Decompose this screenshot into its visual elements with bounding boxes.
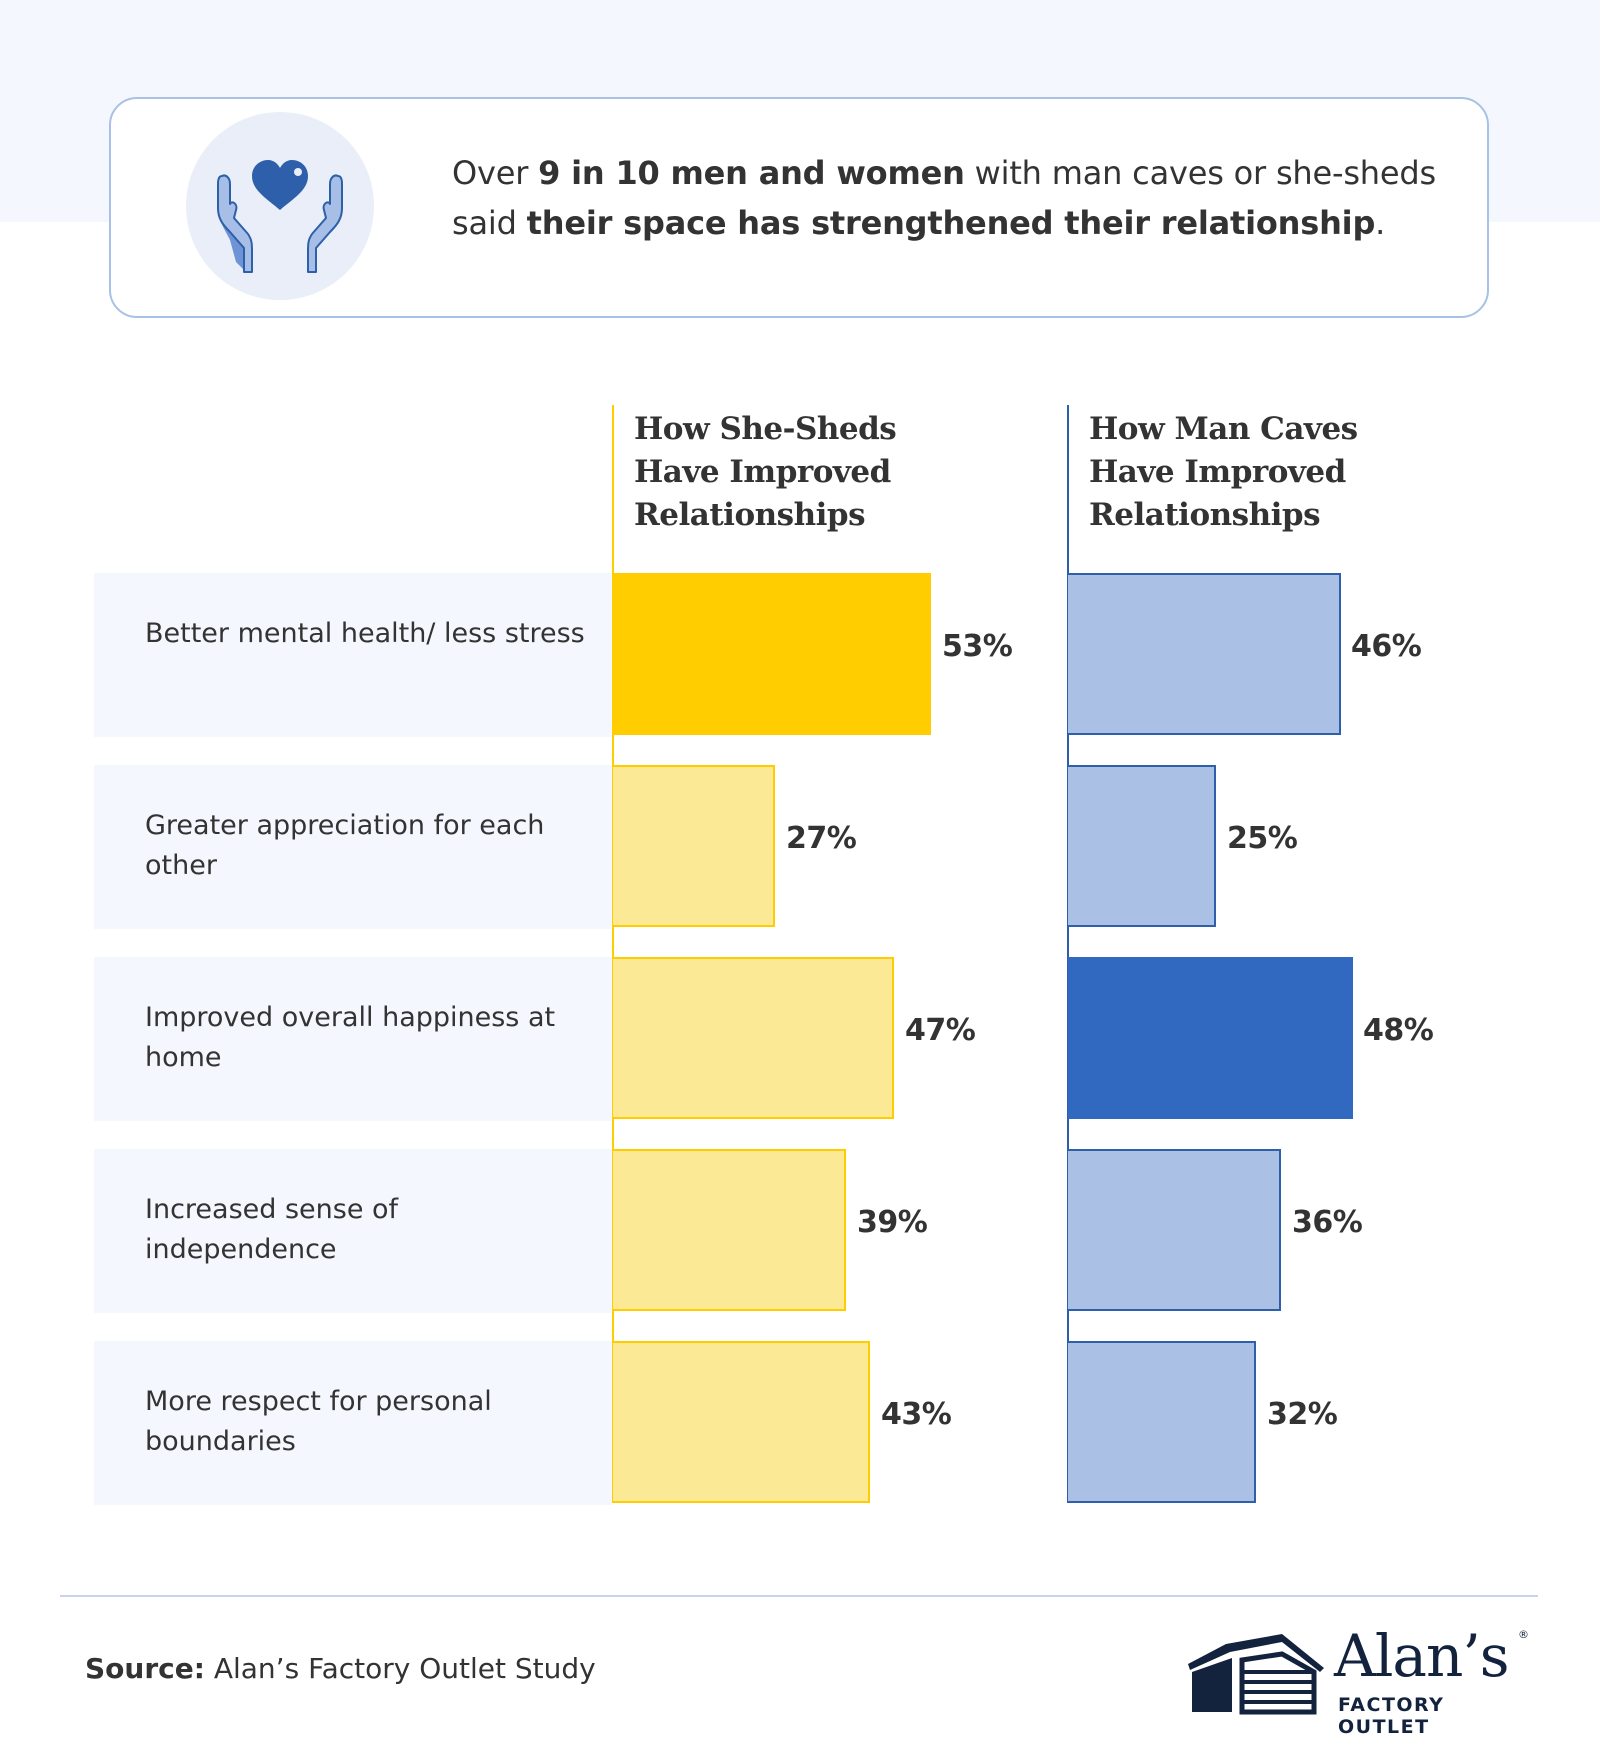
- she-sheds-axis-line: [612, 405, 614, 1503]
- she-sheds-bar: [613, 1341, 870, 1503]
- row-label: Better mental health/ less stress: [145, 618, 585, 649]
- headline-text: with man caves or she-sheds said: [452, 154, 1436, 242]
- row-label: Improved overall happiness at home: [145, 1002, 556, 1073]
- man-caves-value: 46%: [1351, 629, 1422, 664]
- she-sheds-bar: [613, 1149, 846, 1311]
- she-sheds-value: 27%: [786, 821, 857, 856]
- source-label: Source:: [85, 1652, 205, 1685]
- table-row: [94, 1149, 612, 1313]
- table-row: [94, 573, 612, 737]
- man-caves-value: 36%: [1292, 1205, 1363, 1240]
- registered-mark: ®: [1518, 1628, 1529, 1641]
- man-caves-value: 48%: [1363, 1013, 1434, 1048]
- man-caves-bar: [1068, 1149, 1281, 1311]
- she-sheds-bar: [613, 765, 775, 927]
- she-sheds-value: 47%: [905, 1013, 976, 1048]
- man-caves-bar: [1068, 957, 1353, 1119]
- man-caves-bar: [1068, 1341, 1256, 1503]
- callout-headline: Over 9 in 10 men and women with man cave…: [452, 148, 1472, 248]
- shed-icon: [1188, 1634, 1324, 1715]
- she-sheds-column-header: How She-Sheds Have Improved Relationship…: [634, 411, 897, 533]
- she-sheds-value: 53%: [942, 629, 1013, 664]
- man-caves-axis-line: [1067, 405, 1069, 1503]
- headline-emphasis: their space has strengthened their relat…: [526, 204, 1376, 242]
- headline-text: .: [1375, 204, 1386, 242]
- she-sheds-value: 39%: [857, 1205, 928, 1240]
- hands-holding-heart-icon: [186, 112, 374, 300]
- man-caves-bar: [1068, 765, 1216, 927]
- she-sheds-bar: [613, 573, 931, 735]
- table-row: [94, 957, 612, 1121]
- she-sheds-value: 43%: [881, 1397, 952, 1432]
- source-text: Alan’s Factory Outlet Study: [204, 1652, 596, 1685]
- man-caves-value: 32%: [1267, 1397, 1338, 1432]
- headline-emphasis: 9 in 10 men and women: [538, 154, 965, 192]
- man-caves-bar: [1068, 573, 1341, 735]
- table-row: [94, 765, 612, 929]
- table-row: [94, 1341, 612, 1505]
- source-note: Source: Alan’s Factory Outlet Study: [85, 1652, 596, 1685]
- alans-factory-outlet-logo: Alan’s ® FACTORY OUTLET: [1186, 1622, 1529, 1738]
- row-label: Increased sense of independence: [145, 1194, 399, 1265]
- man-caves-column-header: How Man Caves Have Improved Relationship…: [1089, 411, 1358, 533]
- man-caves-value: 25%: [1227, 821, 1298, 856]
- logo-wordmark: Alan’s: [1334, 1622, 1510, 1690]
- row-label: Greater appreciation for each other: [145, 810, 545, 881]
- logo-tagline: FACTORY OUTLET: [1338, 1694, 1445, 1738]
- row-label: More respect for personal boundaries: [145, 1386, 492, 1457]
- footer-divider: [60, 1595, 1538, 1597]
- headline-text: Over: [452, 154, 539, 192]
- she-sheds-bar: [613, 957, 894, 1119]
